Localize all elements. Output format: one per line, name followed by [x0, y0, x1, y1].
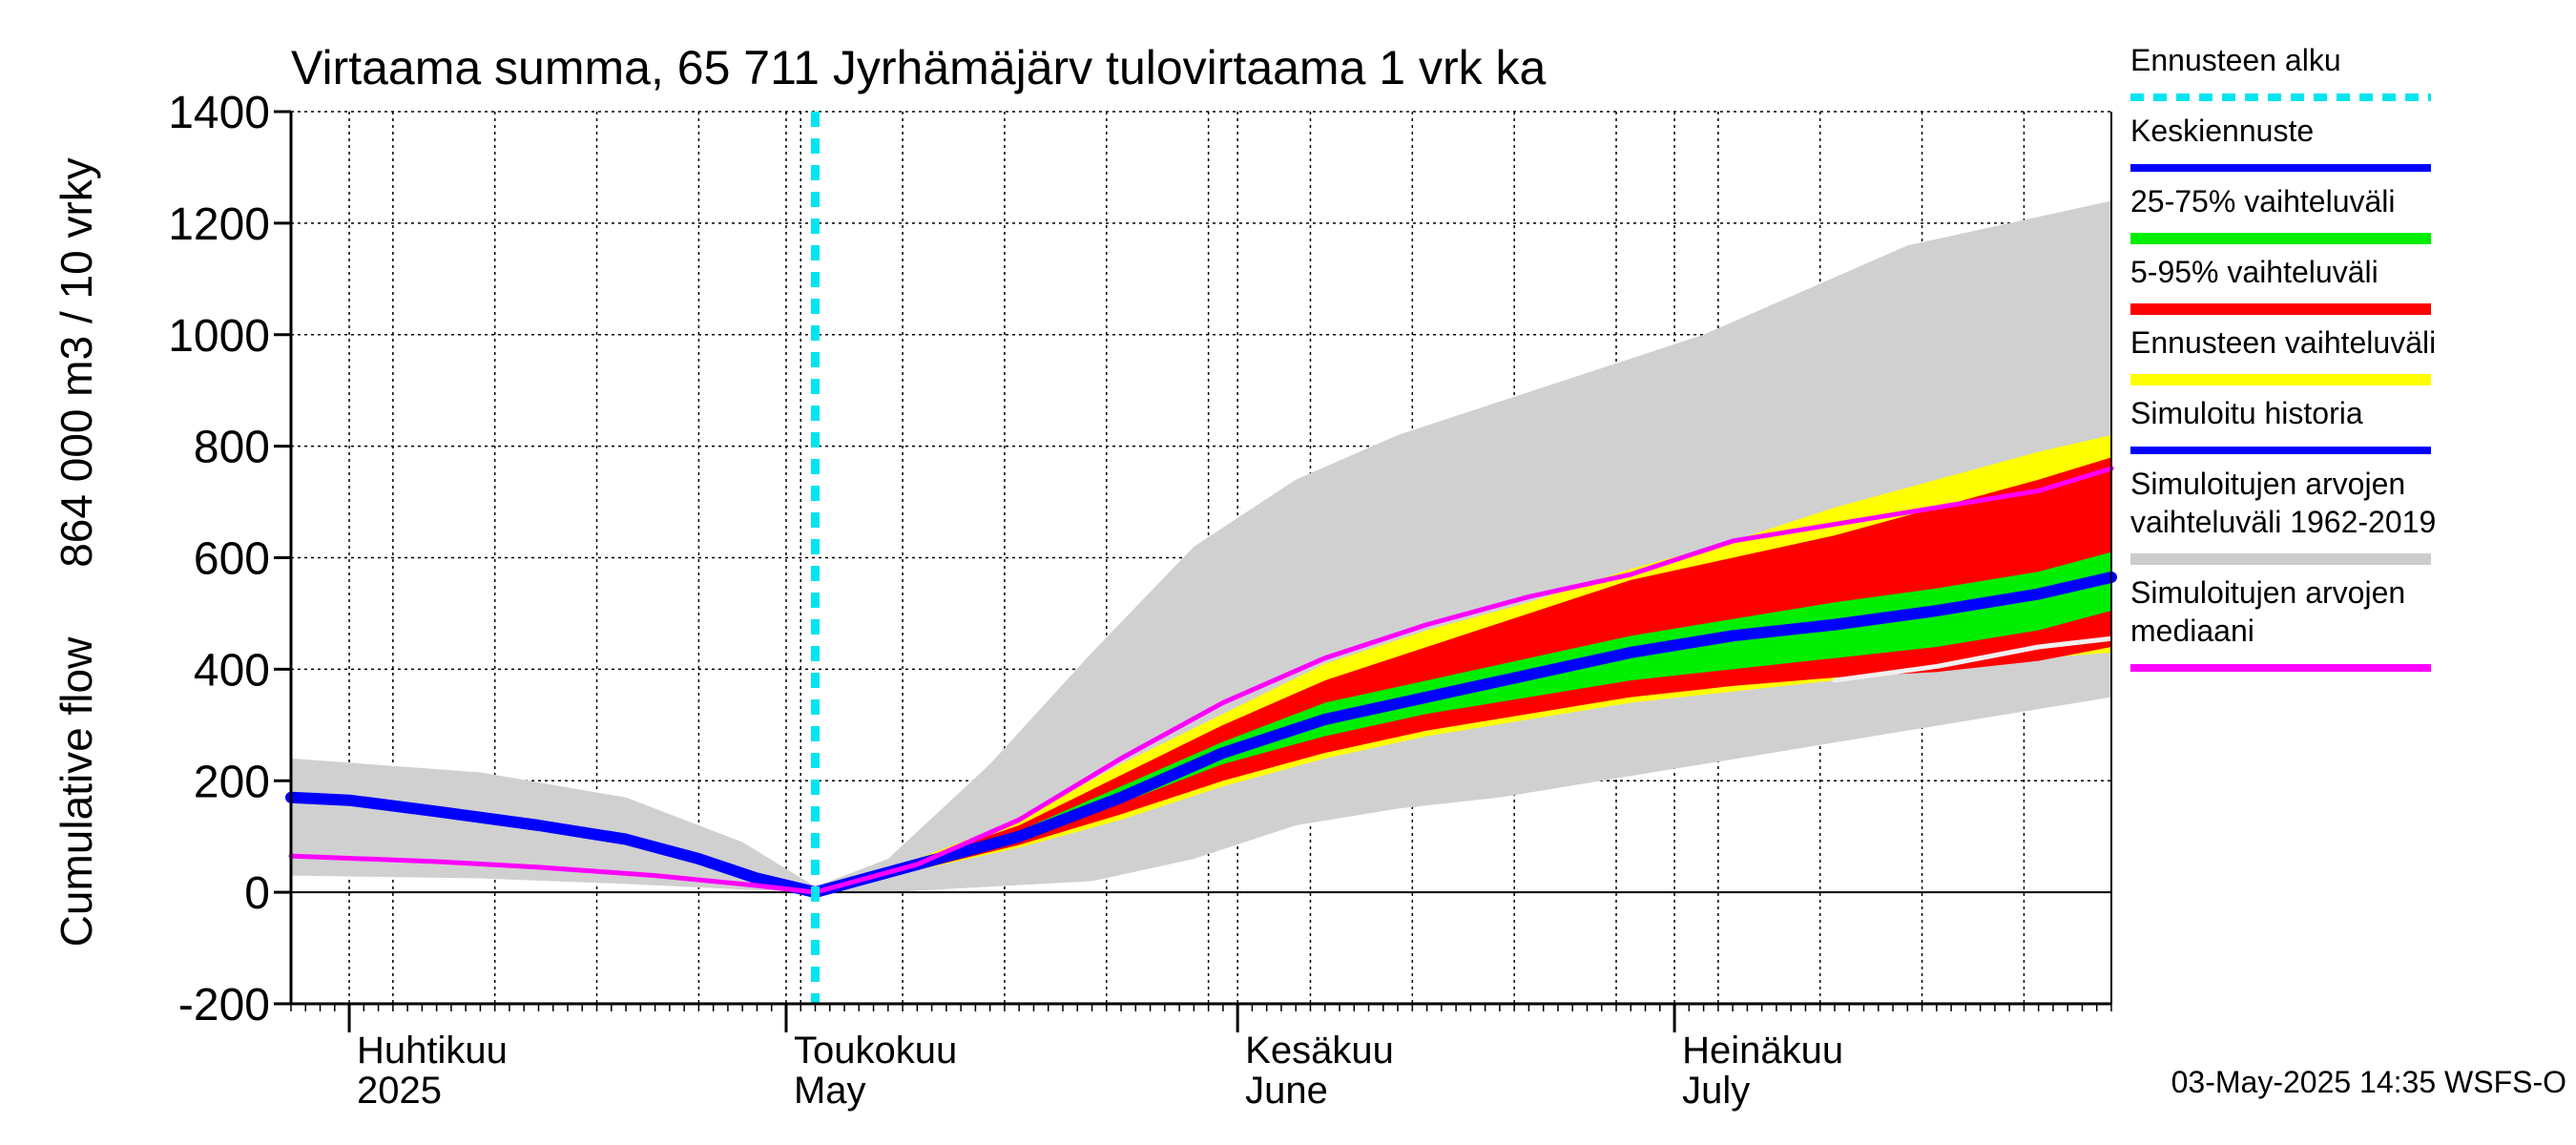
- band-25-75-vaihteluv-li: [815, 552, 2111, 893]
- y-tick-label: 800: [194, 423, 270, 473]
- x-month-label: Heinäkuu: [1682, 1030, 1843, 1072]
- legend-label: Simuloitujen arvojen: [2130, 575, 2405, 610]
- y-axis-label-units: 864 000 m3 / 10 vrky: [52, 157, 101, 568]
- legend: Ennusteen alku Keskiennuste 25-75% vaihtel…: [2130, 43, 2436, 672]
- line-simuloitujen-arvojen-mediaani: [288, 466, 2114, 895]
- legend-label: mediaani: [2130, 614, 2254, 648]
- legend-label: Ennusteen alku: [2130, 43, 2341, 77]
- x-month-label: Toukokuu: [794, 1030, 957, 1072]
- legend-label: Ennusteen vaihteluväli: [2130, 325, 2436, 360]
- x-month-sublabel: June: [1245, 1070, 1328, 1112]
- legend-label: Keskiennuste: [2130, 114, 2314, 148]
- legend-label: Simuloitujen arvojen: [2130, 467, 2405, 501]
- line-simuloitu-historia: [285, 791, 821, 899]
- y-tick-label: 1400: [168, 88, 270, 138]
- x-month-label: Huhtikuu: [357, 1030, 508, 1072]
- line-keskiennuste: [809, 571, 2117, 899]
- timestamp-footer: 03-May-2025 14:35 WSFS-O: [2171, 1065, 2566, 1099]
- y-tick-label: 600: [194, 534, 270, 585]
- y-tick-label: 1000: [168, 311, 270, 362]
- plot-layers: -200 0 200 400 600 800 1000 1200 1400 Huhtikuu202…: [168, 88, 2117, 1112]
- y-tick-label: -200: [178, 980, 270, 1030]
- y-tick-label: 400: [194, 645, 270, 696]
- y-tick-label: 200: [194, 757, 270, 807]
- chart-title: Virtaama summa, 65 711 Jyrhämäjärv tulov…: [291, 41, 1547, 94]
- y-tick-label: 1200: [168, 199, 270, 250]
- x-month-sublabel: 2025: [357, 1070, 442, 1112]
- legend-label: vaihteluväli 1962-2019: [2130, 505, 2436, 539]
- line-reference: [1832, 635, 2114, 683]
- band-simuloitujen-arvojen-vaihteluv-li-1962-2019: [291, 200, 2111, 893]
- x-month-sublabel: July: [1682, 1070, 1750, 1112]
- x-month-label: Kesäkuu: [1245, 1030, 1394, 1072]
- y-tick-label: 0: [244, 868, 270, 919]
- x-month-sublabel: May: [794, 1070, 866, 1112]
- y-axis-label-cumulative: Cumulative flow: [52, 636, 101, 947]
- legend-label: Simuloitu historia: [2130, 396, 2363, 430]
- legend-label: 25-75% vaihteluväli: [2130, 184, 2396, 219]
- legend-label: 5-95% vaihteluväli: [2130, 255, 2379, 289]
